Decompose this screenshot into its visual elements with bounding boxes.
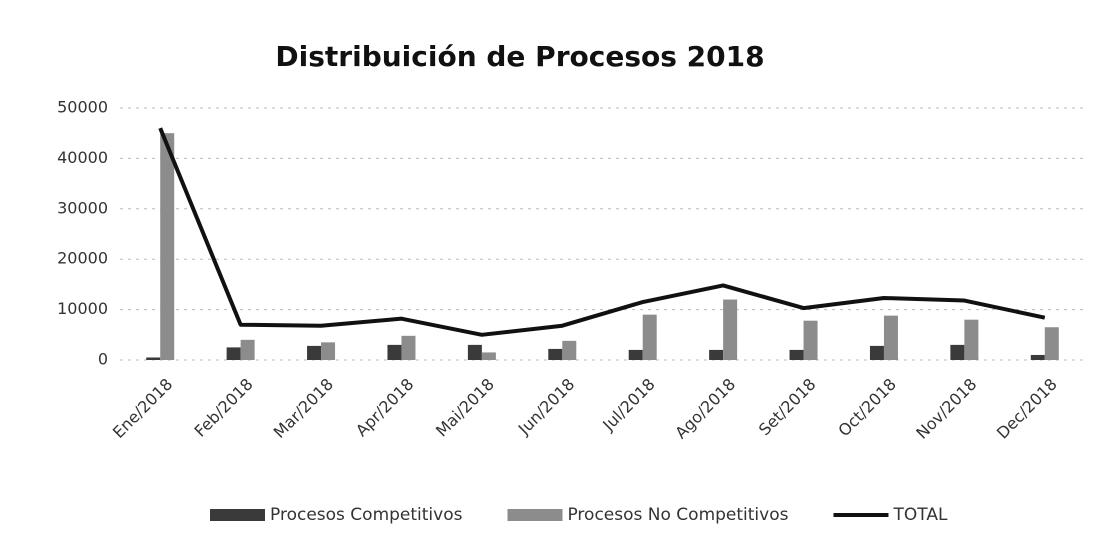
x-tick-label: Jun/2018 <box>514 375 578 439</box>
x-tick-label: Jul/2018 <box>598 375 658 435</box>
line <box>158 127 1046 337</box>
x-tick-label: Oct/2018 <box>834 375 900 441</box>
y-tick-label: 20000 <box>57 249 108 268</box>
bar <box>307 345 322 360</box>
bar <box>950 344 965 360</box>
bar <box>709 349 724 360</box>
x-tick-label: Ago/2018 <box>671 375 739 443</box>
bar <box>803 320 818 360</box>
legend-label: Procesos No Competitivos <box>567 505 788 525</box>
x-tick-label: Mai/2018 <box>432 375 498 441</box>
legend-label: TOTAL <box>892 505 947 525</box>
bar <box>387 344 402 360</box>
bar <box>883 315 898 360</box>
bar <box>481 352 496 360</box>
y-tick-label: 30000 <box>57 198 108 217</box>
y-tick-label: 10000 <box>57 299 108 318</box>
x-tick-label: Ene/2018 <box>109 375 176 442</box>
bar <box>401 335 416 360</box>
bar <box>1030 354 1045 360</box>
x-tick-label: Feb/2018 <box>191 375 257 441</box>
bar <box>628 349 643 360</box>
bar <box>160 133 175 360</box>
bar <box>467 344 482 360</box>
bar <box>964 319 979 360</box>
legend-swatch <box>210 509 265 521</box>
y-tick-label: 50000 <box>57 98 108 117</box>
bar <box>321 342 336 360</box>
x-tick-label: Mar/2018 <box>270 375 337 442</box>
bar <box>548 348 563 360</box>
x-tick-label: Dec/2018 <box>993 375 1061 443</box>
legend-swatch <box>507 509 563 521</box>
x-tick-label: Set/2018 <box>755 375 820 440</box>
y-tick-label: 40000 <box>57 148 108 167</box>
bar <box>723 299 738 360</box>
bar <box>869 345 884 360</box>
legend-label: Procesos Competitivos <box>270 505 463 525</box>
x-tick-label: Nov/2018 <box>912 375 980 443</box>
bar <box>562 340 577 360</box>
bar <box>642 314 657 360</box>
bar <box>226 347 241 360</box>
chart-title: Distribuición de Procesos 2018 <box>275 40 764 73</box>
y-tick-label: 0 <box>98 350 108 369</box>
bar <box>789 349 804 360</box>
bar <box>146 357 161 360</box>
bar <box>240 339 255 360</box>
bar <box>1044 327 1059 360</box>
x-tick-label: Apr/2018 <box>352 375 418 441</box>
